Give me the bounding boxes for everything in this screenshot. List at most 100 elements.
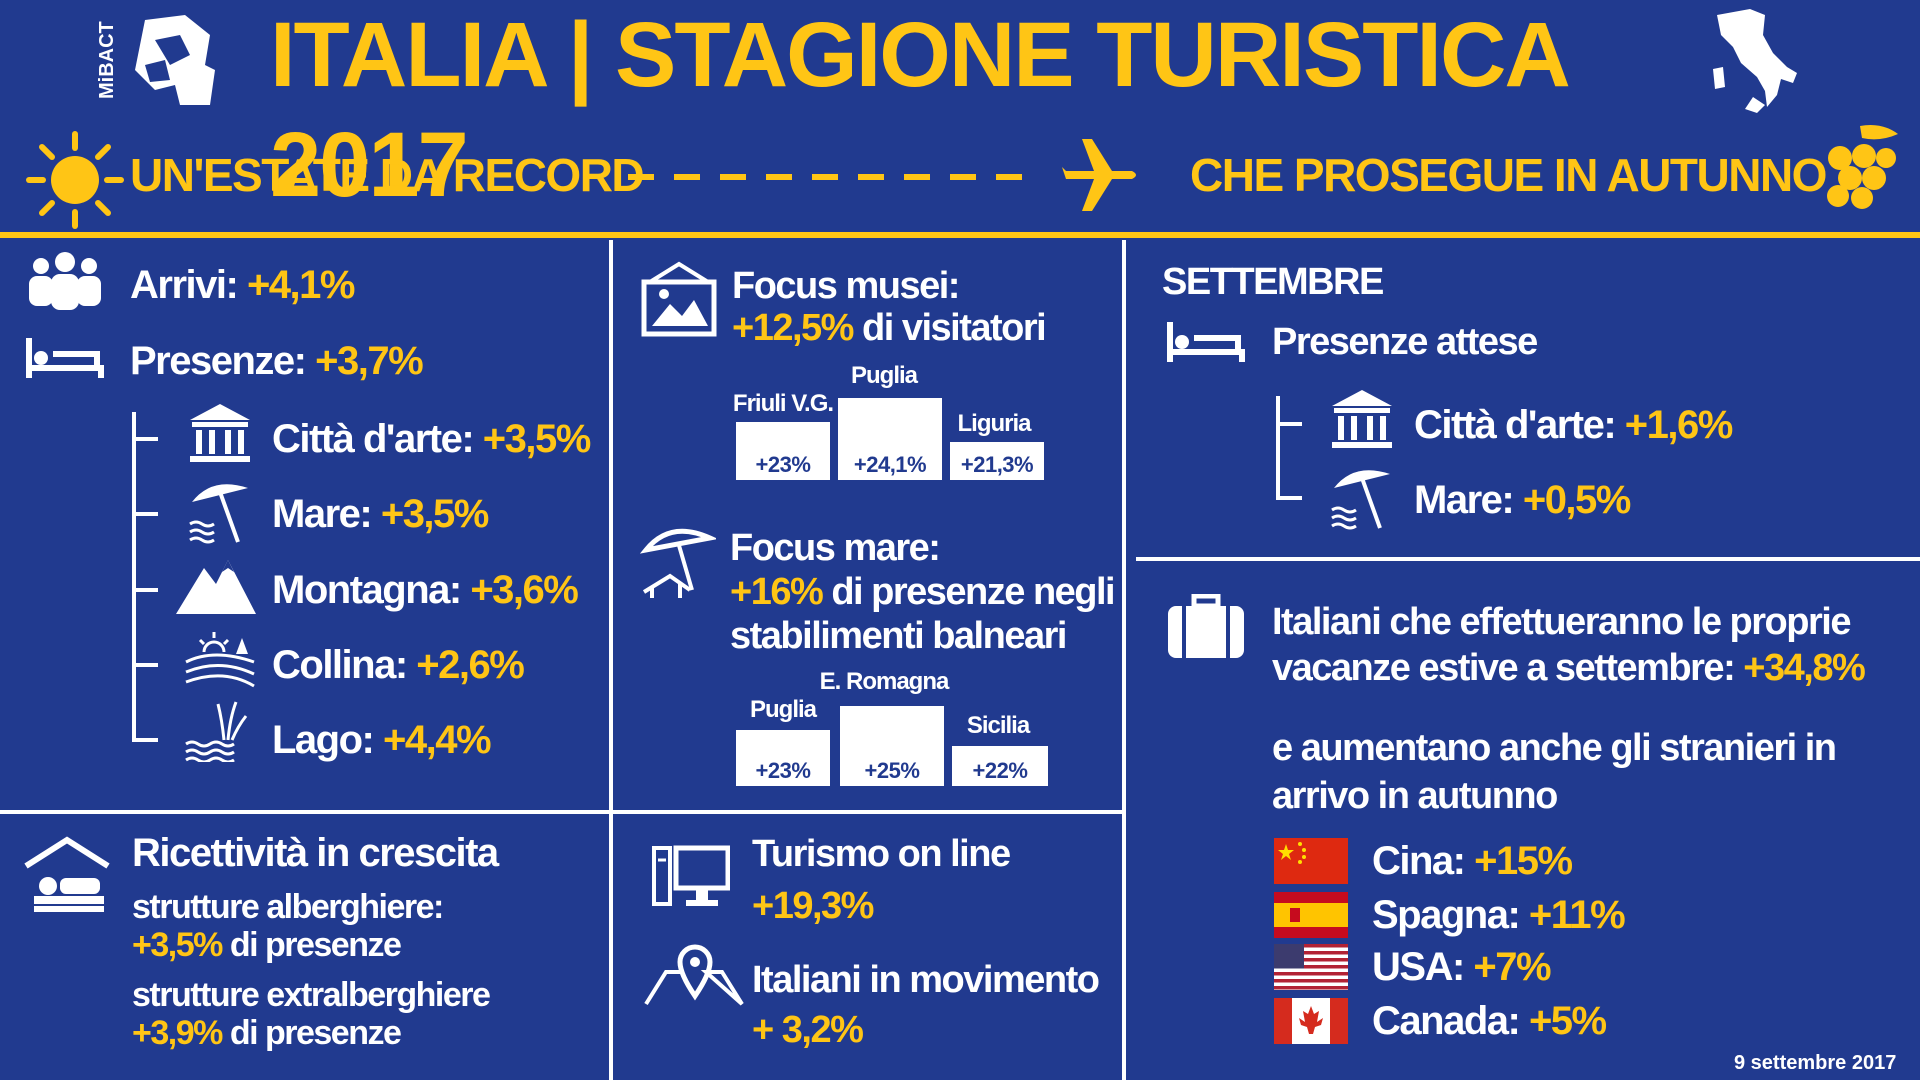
people-icon (29, 252, 101, 310)
tree-branch (1276, 496, 1302, 500)
right-banner: CHE PROSEGUE IN AUTUNNO (1190, 149, 1827, 201)
movimento-title: Italiani in movimento (752, 959, 1100, 1001)
canada-flag-icon (1274, 998, 1348, 1044)
left-banner: UN'ESTATE DA RECORD (130, 149, 645, 201)
musei-suffix: di visitatori (862, 307, 1047, 349)
summer-tree-line (132, 412, 136, 742)
summer-item: Città d'arte: +3,5% (272, 416, 592, 462)
summer-item-label: Collina: (272, 643, 408, 687)
summer-item-label: Montagna: (272, 568, 462, 612)
musei-title: Focus musei: (732, 265, 960, 307)
country-label: USA: (1372, 945, 1465, 989)
tree-branch (132, 512, 158, 516)
summer-item-label: Mare: (272, 492, 373, 536)
arrivi-label: Arrivi: (130, 263, 239, 307)
mare-title: Focus mare: (730, 527, 941, 569)
settembre-item-value: +1,6% (1624, 403, 1734, 447)
extralberghiere-suffix: di presenze (229, 1014, 402, 1052)
settembre-tree-line (1276, 396, 1280, 500)
extralberghiere-value: +3,9% (132, 1014, 223, 1052)
musei-bar: +24,1% (838, 398, 942, 480)
bed-icon (1167, 322, 1245, 362)
italiani-value: +34,8% (1743, 647, 1865, 689)
bar-value: +21,3% (960, 452, 1034, 477)
china-flag-icon (1274, 838, 1348, 884)
presenze-stat: Presenze: +3,7% (130, 338, 424, 384)
mibact-logo-icon (135, 15, 215, 105)
summer-item: Lago: +4,4% (272, 717, 492, 763)
summer-item-value: +3,5% (380, 492, 490, 536)
summer-item: Mare: +3,5% (272, 491, 490, 537)
country-value: +11% (1528, 893, 1626, 937)
logo-text: MiBACT (96, 21, 118, 99)
online-title: Turismo on line (752, 833, 1011, 875)
movimento-value: + 3,2% (752, 1009, 864, 1051)
country-row: USA: +7% (1372, 944, 1552, 990)
alberghiere-stat: +3,5% di presenze (132, 926, 402, 964)
airplane-icon (1062, 139, 1136, 211)
computer-icon (652, 845, 730, 906)
summer-item-value: +3,6% (470, 568, 579, 612)
spain-flag-icon (1274, 892, 1348, 938)
tree-branch (132, 663, 158, 667)
tree-branch (1276, 422, 1302, 426)
summer-item: Collina: +2,6% (272, 642, 525, 688)
bar-label: E. Romagna (819, 668, 950, 695)
page-title: ITALIA | STAGIONE TURISTICA 2017 (270, 4, 1567, 216)
mare-value: +16% (730, 571, 824, 613)
beach-umbrella-icon (189, 484, 248, 544)
bar-value: +25% (864, 758, 920, 783)
settembre-item-label: Città d'arte: (1414, 403, 1617, 447)
painting-icon (641, 261, 717, 337)
bar-label: Liguria (957, 410, 1031, 437)
online-value: +19,3% (752, 885, 874, 927)
country-label: Canada: (1372, 999, 1521, 1043)
tree-branch (132, 738, 158, 742)
bar-value: +24,1% (853, 452, 927, 477)
divider-col1 (609, 240, 613, 1080)
hotel-bed-icon (24, 836, 110, 912)
country-label: Cina: (1372, 839, 1466, 883)
settembre-item: Città d'arte: +1,6% (1414, 402, 1734, 448)
alberghiere-value: +3,5% (132, 926, 223, 964)
italiani-line2-text: vacanze estive a settembre: (1272, 647, 1736, 689)
sun-icon (26, 131, 124, 229)
extralberghiere-stat: +3,9% di presenze (132, 1014, 402, 1052)
settembre-item-label: Mare: (1414, 478, 1515, 522)
bar-value: +23% (755, 452, 811, 477)
tree-branch (132, 437, 158, 441)
alberghiere-suffix: di presenze (229, 926, 402, 964)
mare-bar: +22% (952, 746, 1048, 786)
mountain-icon (176, 560, 256, 614)
country-value: +15% (1474, 839, 1573, 883)
country-label: Spagna: (1372, 893, 1521, 937)
presenze-attese-label: Presenze attese (1272, 321, 1538, 363)
bar-value: +22% (972, 758, 1028, 783)
map-pin-icon (644, 944, 744, 1006)
country-row: Cina: +15% (1372, 838, 1573, 884)
dashed-line (628, 174, 1023, 180)
extralberghiere-label: strutture extralberghiere (132, 976, 491, 1014)
arrivi-stat: Arrivi: +4,1% (130, 262, 355, 308)
divider-right (1136, 557, 1920, 561)
divider-top (0, 232, 1920, 238)
summer-item: Montagna: +3,6% (272, 567, 579, 613)
summer-item-label: Lago: (272, 718, 375, 762)
ricettivita-title: Ricettività in crescita (132, 831, 499, 875)
bar-label: Puglia (850, 362, 918, 389)
beach-umbrella-icon (1331, 470, 1390, 530)
country-value: +5% (1528, 999, 1607, 1043)
italiani-line1: Italiani che effettueranno le proprie (1272, 601, 1851, 643)
bar-label: Sicilia (966, 712, 1030, 739)
bed-icon (26, 338, 104, 378)
musei-bar: +21,3% (950, 442, 1044, 480)
country-value: +7% (1473, 945, 1551, 989)
lake-icon (185, 701, 248, 762)
italiani-line2: vacanze estive a settembre: +34,8% (1272, 646, 1866, 690)
summer-item-value: +4,4% (383, 718, 492, 762)
mare-bar: +25% (840, 706, 944, 786)
usa-flag-icon (1274, 944, 1348, 990)
mare-suffix: di presenze negli (831, 571, 1115, 613)
temple-icon (190, 404, 250, 462)
summer-item-value: +3,5% (482, 417, 592, 461)
